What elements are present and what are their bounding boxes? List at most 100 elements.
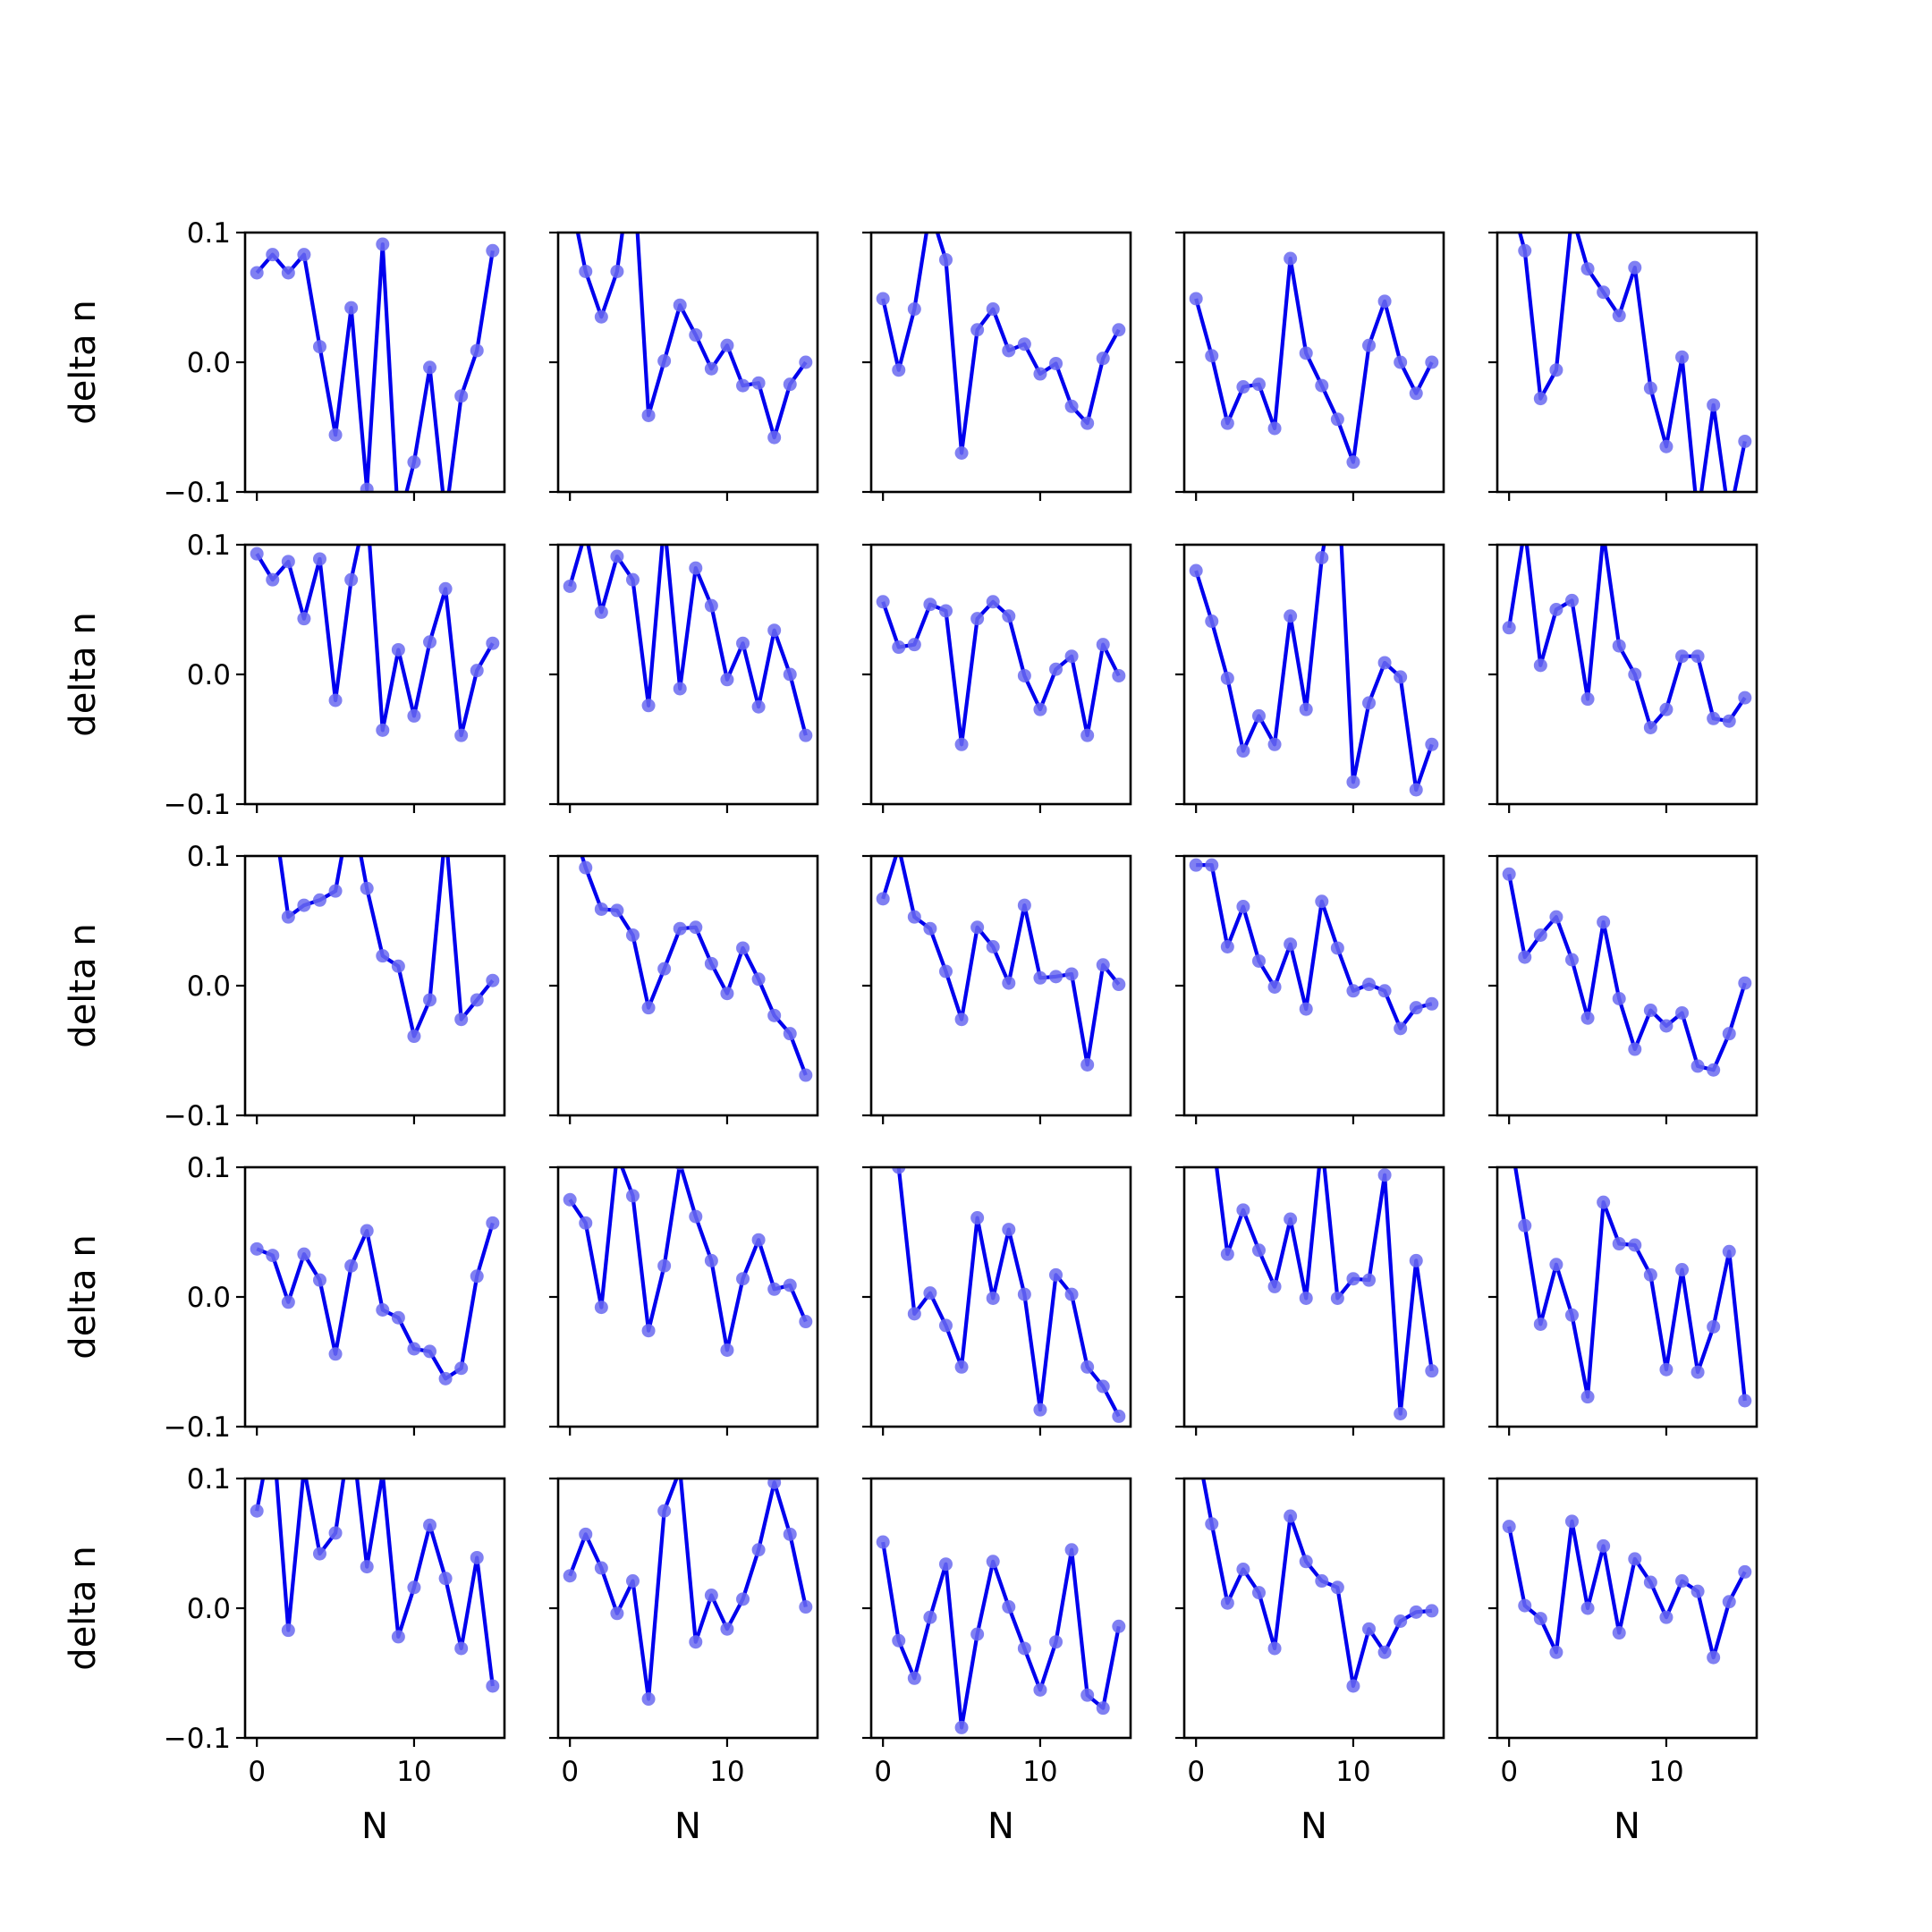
data-point [1643, 1575, 1657, 1589]
data-point [1346, 775, 1360, 789]
data-point [1580, 1011, 1595, 1025]
data-point [689, 1635, 703, 1649]
data-point [391, 1310, 405, 1325]
data-point [783, 1278, 797, 1292]
data-point [1564, 593, 1579, 607]
data-point [1299, 1002, 1313, 1016]
data-point [1346, 455, 1360, 470]
data-point [1236, 1203, 1250, 1217]
data-point [1096, 1701, 1110, 1716]
data-point [1425, 1604, 1439, 1618]
data-point [1220, 416, 1234, 430]
y-tick-label: 0.1 [187, 217, 231, 250]
data-point [1205, 1517, 1219, 1531]
y-axis-label: delta n [63, 1546, 104, 1670]
data-point [1236, 900, 1250, 914]
data-point [1425, 996, 1439, 1011]
data-point [1394, 1407, 1408, 1420]
data-point [923, 921, 937, 936]
data-point [720, 673, 734, 687]
data-point [751, 1543, 766, 1557]
subplot-r0-c2 [862, 231, 1132, 501]
data-point [610, 1606, 624, 1621]
data-point [938, 1318, 953, 1333]
x-tick-label: 0 [561, 1756, 579, 1788]
series-group [1189, 251, 1439, 470]
series-line [881, 1541, 1121, 1730]
data-point [407, 1342, 421, 1356]
series-group [1201, 1479, 1439, 1693]
series-line [575, 233, 808, 440]
y-tick-label: 0.0 [187, 659, 231, 691]
data-point [673, 298, 687, 312]
data-point [376, 723, 390, 737]
data-point [1236, 1563, 1250, 1576]
data-point [1690, 1365, 1705, 1379]
subplot-r3-c3 [1175, 1165, 1445, 1436]
data-point [689, 328, 703, 343]
data-point [1643, 720, 1657, 734]
series-group [1517, 233, 1752, 492]
data-point [1394, 1021, 1408, 1036]
data-point [970, 1211, 985, 1225]
data-point [423, 993, 437, 1007]
series-line [580, 856, 808, 1076]
series-line [881, 599, 1121, 747]
data-point [1330, 1580, 1344, 1595]
data-point [970, 920, 985, 935]
data-point [1502, 621, 1516, 635]
data-point [438, 1371, 453, 1385]
data-point [250, 266, 264, 280]
data-point [1690, 649, 1705, 664]
data-point [720, 1343, 734, 1357]
data-point [1377, 984, 1392, 998]
x-tick-label: 10 [709, 1756, 744, 1788]
data-point [1080, 1057, 1095, 1072]
data-point [907, 1671, 921, 1685]
series-group [250, 1479, 500, 1693]
series-group [1502, 545, 1752, 734]
data-point [1580, 262, 1595, 276]
data-point [610, 265, 624, 278]
y-axis-label: delta n [63, 923, 104, 1047]
data-point [1675, 1005, 1690, 1020]
series-group [1502, 867, 1752, 1077]
data-point [1549, 363, 1563, 377]
subplot-r1-c2 [862, 543, 1132, 813]
y-tick-label: −0.1 [164, 477, 231, 509]
data-point [625, 1574, 640, 1589]
data-point [1394, 1614, 1408, 1628]
data-point [938, 604, 953, 618]
data-point [1518, 950, 1532, 964]
data-point [1738, 1564, 1752, 1579]
data-point [799, 728, 813, 742]
data-point [486, 1679, 500, 1693]
subplot-r4-c2: 0 10N [862, 1477, 1132, 1847]
data-point [673, 921, 687, 936]
data-point [625, 1189, 640, 1203]
data-point [594, 605, 608, 619]
data-point [579, 265, 593, 278]
subplot-r2-c1 [549, 854, 819, 1124]
data-point [1064, 1287, 1079, 1301]
data-point [423, 1518, 437, 1532]
data-point [986, 302, 1000, 317]
data-point [1189, 564, 1203, 578]
data-point [1707, 1650, 1721, 1665]
series-group [579, 856, 813, 1082]
data-point [454, 1641, 469, 1656]
data-point [297, 612, 311, 626]
data-point [970, 1627, 985, 1641]
data-point [1033, 702, 1047, 716]
data-point [281, 910, 295, 924]
data-point [1064, 649, 1079, 664]
data-point [486, 636, 500, 650]
data-point [1284, 1212, 1298, 1226]
data-point [328, 428, 343, 442]
data-point [657, 1504, 672, 1518]
data-point [312, 893, 326, 907]
data-point [751, 699, 766, 714]
data-point [1096, 352, 1110, 366]
data-point [454, 728, 469, 742]
series-group [250, 237, 500, 492]
